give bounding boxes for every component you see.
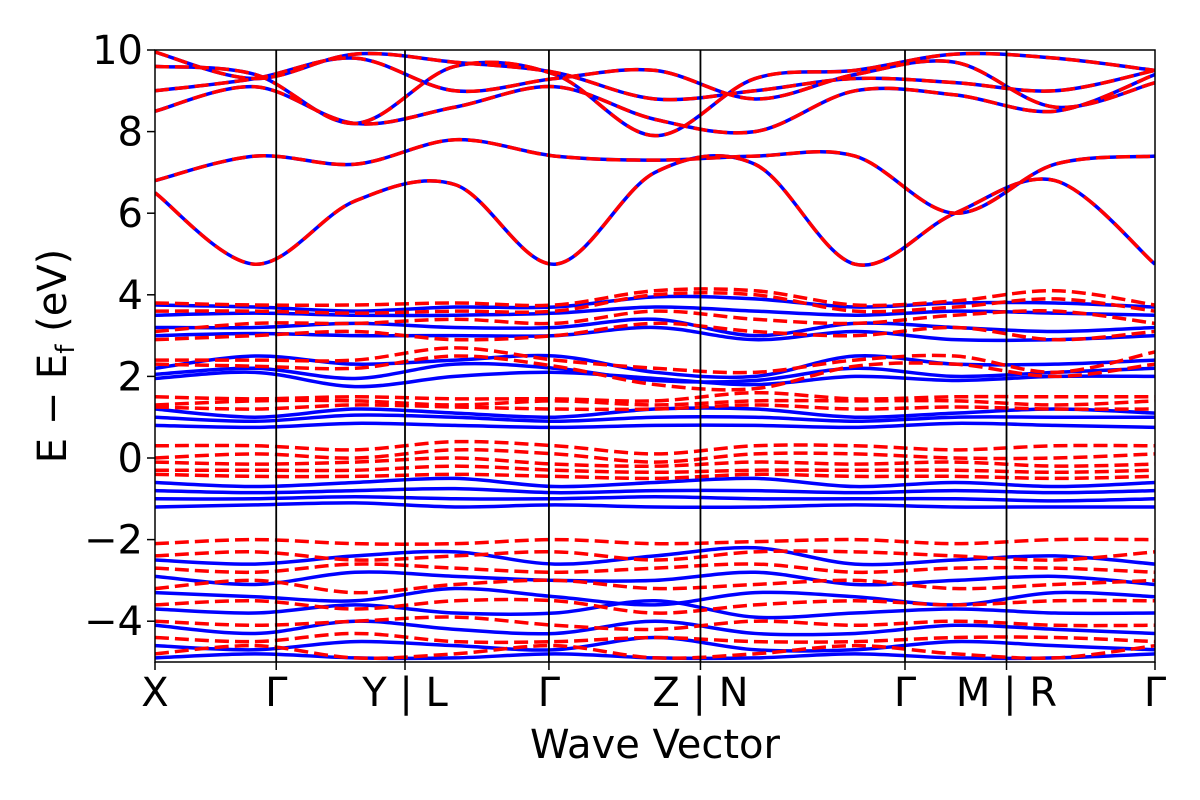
kpoint-lines-group bbox=[275, 50, 1008, 662]
y-axis-label-unit: (eV) bbox=[30, 249, 76, 345]
band-line-dashed-d-15 bbox=[155, 537, 1155, 546]
band-line-dashed-d-1 bbox=[155, 287, 1155, 308]
band-line-dashed-d-17 bbox=[155, 562, 1155, 575]
plot-frame bbox=[154, 49, 1156, 663]
y-tick-label: −4 bbox=[84, 599, 143, 645]
band-line-solid-s-6 bbox=[155, 361, 1155, 384]
band-line-dashed-d-11 bbox=[155, 447, 1155, 464]
y-tick-label: 6 bbox=[118, 191, 143, 237]
band-line-dashed-cond-4 bbox=[155, 56, 1155, 110]
band-line-solid-s-16 bbox=[155, 570, 1155, 587]
y-tick-label: 0 bbox=[118, 436, 143, 482]
plot-area bbox=[155, 50, 1155, 662]
x-axis: X Γ Y | L Γ Z | N Γ M | R Γ bbox=[141, 662, 1167, 716]
band-line-solid-s-2 bbox=[155, 305, 1155, 318]
band-line-dashed-d-21 bbox=[155, 631, 1155, 645]
band-line-dashed-d-22 bbox=[155, 643, 1155, 660]
band-line-solid-s-12 bbox=[155, 486, 1155, 495]
bands-group bbox=[155, 50, 1155, 661]
band-line-dashed-d-16 bbox=[155, 549, 1155, 562]
kpoint-label: M | R bbox=[956, 670, 1057, 716]
band-line-solid-s-4 bbox=[155, 325, 1155, 343]
band-line-solid-s-14 bbox=[155, 501, 1155, 509]
kpoint-label: Γ bbox=[1144, 670, 1167, 716]
band-line-dashed-d-18 bbox=[155, 578, 1155, 595]
kpoint-label: Γ bbox=[265, 670, 288, 716]
band-line-solid-s-10 bbox=[155, 421, 1155, 430]
kpoint-label: X bbox=[141, 670, 168, 716]
kpoint-label: Γ bbox=[538, 670, 561, 716]
band-line-dashed-d-13 bbox=[155, 464, 1155, 475]
kpoint-label: Z | N bbox=[652, 670, 748, 716]
band-line-solid-s-17 bbox=[155, 586, 1155, 607]
y-axis: −4 −2 0 2 4 6 8 10 bbox=[84, 28, 155, 645]
band-line-dashed-cond-1 bbox=[155, 153, 1155, 267]
band-line-dashed-cond-2 bbox=[155, 138, 1155, 215]
y-axis-label-subscript: f bbox=[51, 344, 81, 354]
y-tick-label: 10 bbox=[92, 28, 143, 74]
band-line-dashed-cond-5 bbox=[155, 51, 1155, 138]
band-line-dashed-cond-6 bbox=[155, 50, 1155, 102]
x-axis-label: Wave Vector bbox=[530, 722, 781, 768]
band-line-dashed-d-9 bbox=[155, 403, 1155, 412]
band-line-solid-s-7 bbox=[155, 370, 1155, 389]
band-line-solid-s-9 bbox=[155, 413, 1155, 424]
y-axis-label-main: E − E bbox=[30, 354, 76, 464]
band-line-dashed-d-7 bbox=[155, 390, 1155, 403]
band-line-dashed-d-5 bbox=[155, 346, 1155, 375]
band-line-dashed-d-20 bbox=[155, 615, 1155, 632]
band-line-dashed-cond-3 bbox=[155, 72, 1155, 135]
y-tick-label: 2 bbox=[118, 354, 143, 400]
kpoint-label: Γ bbox=[894, 670, 917, 716]
band-line-solid-s-11 bbox=[155, 476, 1155, 489]
y-axis-label: E − Ef (eV) bbox=[30, 249, 81, 464]
band-line-dashed-d-8 bbox=[155, 398, 1155, 407]
band-line-solid-s-13 bbox=[155, 495, 1155, 503]
y-tick-label: −2 bbox=[84, 518, 143, 564]
kpoint-label: Y | L bbox=[361, 670, 448, 716]
band-line-dashed-d-4 bbox=[155, 321, 1155, 342]
band-line-dashed-d-12 bbox=[155, 456, 1155, 468]
band-line-dashed-d-3 bbox=[155, 309, 1155, 334]
band-line-dashed-d-14 bbox=[155, 472, 1155, 481]
y-tick-label: 8 bbox=[118, 110, 143, 156]
band-line-dashed-d-6 bbox=[155, 354, 1155, 392]
band-line-dashed-d-10 bbox=[155, 439, 1155, 456]
y-tick-label: 4 bbox=[118, 273, 143, 319]
band-line-dashed-d-19 bbox=[155, 597, 1155, 615]
band-line-dashed-d-2 bbox=[155, 291, 1155, 315]
